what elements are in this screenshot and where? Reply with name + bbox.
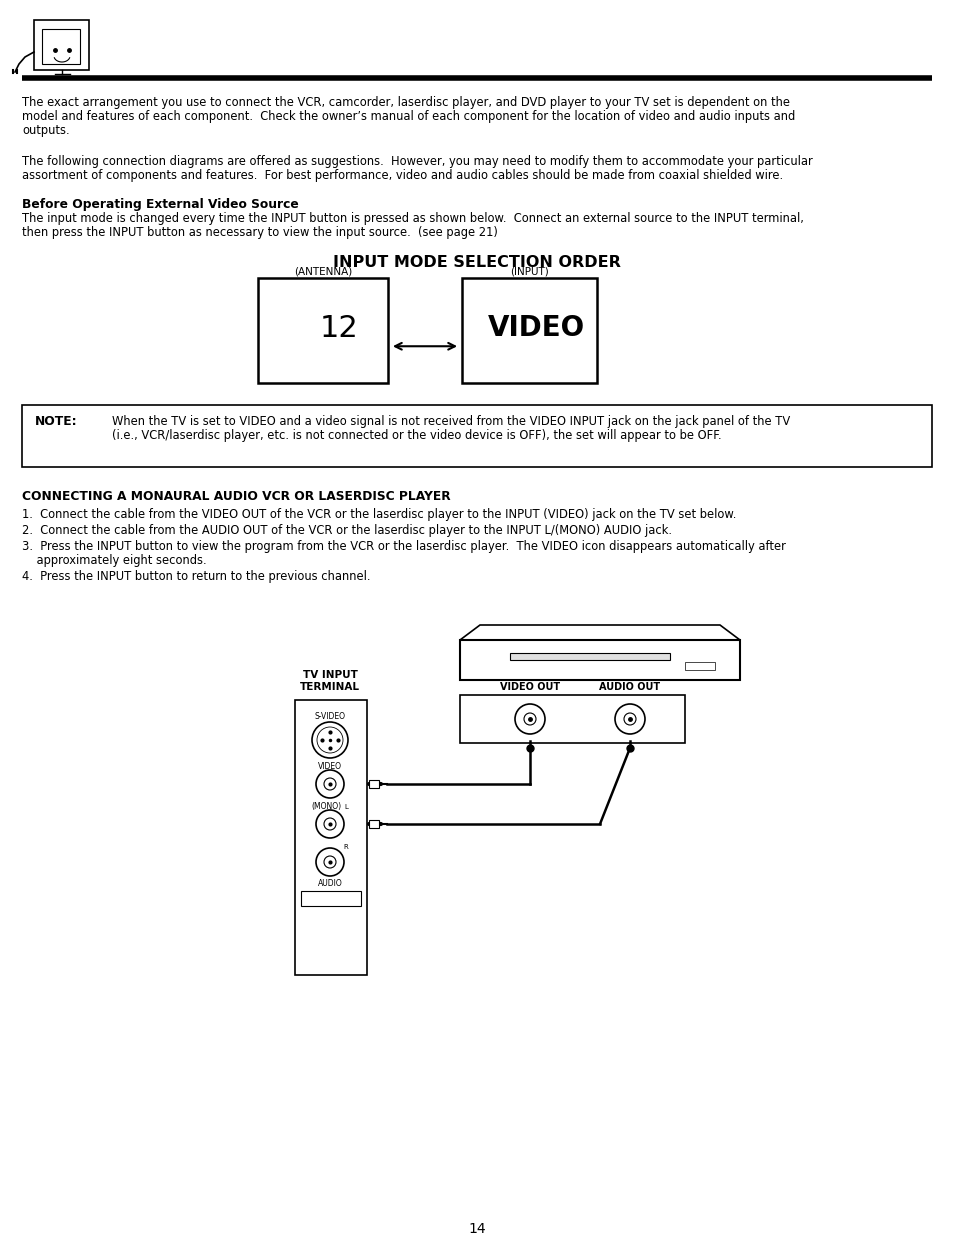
Bar	[459, 695, 684, 743]
Bar	[257, 278, 388, 383]
Circle shape	[615, 704, 644, 734]
Text: 12: 12	[319, 314, 357, 343]
Bar	[294, 700, 367, 974]
Bar	[301, 890, 360, 906]
Circle shape	[515, 704, 544, 734]
Text: approximately eight seconds.: approximately eight seconds.	[22, 555, 207, 567]
Bar	[369, 820, 378, 827]
Text: Before Operating External Video Source: Before Operating External Video Source	[22, 198, 298, 211]
Bar	[42, 28, 80, 64]
Text: then press the INPUT button as necessary to view the input source.  (see page 21: then press the INPUT button as necessary…	[22, 226, 497, 240]
Text: The following connection diagrams are offered as suggestions.  However, you may : The following connection diagrams are of…	[22, 156, 812, 168]
Circle shape	[315, 810, 344, 839]
Text: (INPUT): (INPUT)	[510, 266, 548, 275]
Text: CONNECTING A MONAURAL AUDIO VCR OR LASERDISC PLAYER: CONNECTING A MONAURAL AUDIO VCR OR LASER…	[22, 490, 450, 503]
Text: 2.  Connect the cable from the AUDIO OUT of the VCR or the laserdisc player to t: 2. Connect the cable from the AUDIO OUT …	[22, 524, 671, 537]
Circle shape	[312, 722, 348, 758]
Text: VIDEO: VIDEO	[487, 315, 584, 342]
Text: The input mode is changed every time the INPUT button is pressed as shown below.: The input mode is changed every time the…	[22, 212, 803, 225]
Bar	[510, 653, 669, 659]
Circle shape	[623, 713, 636, 725]
Text: (MONO): (MONO)	[311, 802, 341, 811]
Text: outputs.: outputs.	[22, 124, 70, 137]
Text: VIDEO: VIDEO	[317, 762, 341, 771]
Text: 14: 14	[468, 1221, 485, 1235]
Text: When the TV is set to VIDEO and a video signal is not received from the VIDEO IN: When the TV is set to VIDEO and a video …	[112, 415, 789, 429]
Circle shape	[324, 818, 335, 830]
Bar	[459, 640, 740, 680]
Text: AUDIO: AUDIO	[317, 879, 342, 888]
Bar	[22, 405, 931, 467]
Bar	[369, 781, 378, 788]
Text: assortment of components and features.  For best performance, video and audio ca: assortment of components and features. F…	[22, 169, 782, 182]
Circle shape	[324, 856, 335, 868]
Text: 4.  Press the INPUT button to return to the previous channel.: 4. Press the INPUT button to return to t…	[22, 571, 370, 583]
Text: model and features of each component.  Check the owner’s manual of each componen: model and features of each component. Ch…	[22, 110, 795, 124]
Text: R: R	[343, 844, 348, 850]
Text: NOTE:: NOTE:	[35, 415, 77, 429]
Text: AUDIO OUT: AUDIO OUT	[598, 682, 659, 692]
Text: 3.  Press the INPUT button to view the program from the VCR or the laserdisc pla: 3. Press the INPUT button to view the pr…	[22, 540, 785, 553]
Text: VIDEO OUT: VIDEO OUT	[499, 682, 559, 692]
Polygon shape	[459, 625, 740, 640]
Circle shape	[315, 848, 344, 876]
Text: S-VIDEO: S-VIDEO	[314, 713, 345, 721]
Bar	[684, 662, 714, 671]
Circle shape	[316, 727, 343, 753]
Circle shape	[523, 713, 536, 725]
Bar	[461, 278, 597, 383]
Text: INPUT 1: INPUT 1	[314, 893, 345, 903]
Bar	[34, 20, 89, 70]
Text: (ANTENNA): (ANTENNA)	[294, 266, 352, 275]
Text: L: L	[344, 804, 348, 810]
Circle shape	[315, 769, 344, 798]
Text: (i.e., VCR/laserdisc player, etc. is not connected or the video device is OFF), : (i.e., VCR/laserdisc player, etc. is not…	[112, 429, 720, 442]
Text: The exact arrangement you use to connect the VCR, camcorder, laserdisc player, a: The exact arrangement you use to connect…	[22, 96, 789, 109]
Text: 1.  Connect the cable from the VIDEO OUT of the VCR or the laserdisc player to t: 1. Connect the cable from the VIDEO OUT …	[22, 508, 736, 521]
Text: INPUT MODE SELECTION ORDER: INPUT MODE SELECTION ORDER	[333, 254, 620, 270]
Circle shape	[324, 778, 335, 790]
Text: TV INPUT: TV INPUT	[302, 671, 357, 680]
Text: TERMINAL: TERMINAL	[299, 682, 359, 692]
